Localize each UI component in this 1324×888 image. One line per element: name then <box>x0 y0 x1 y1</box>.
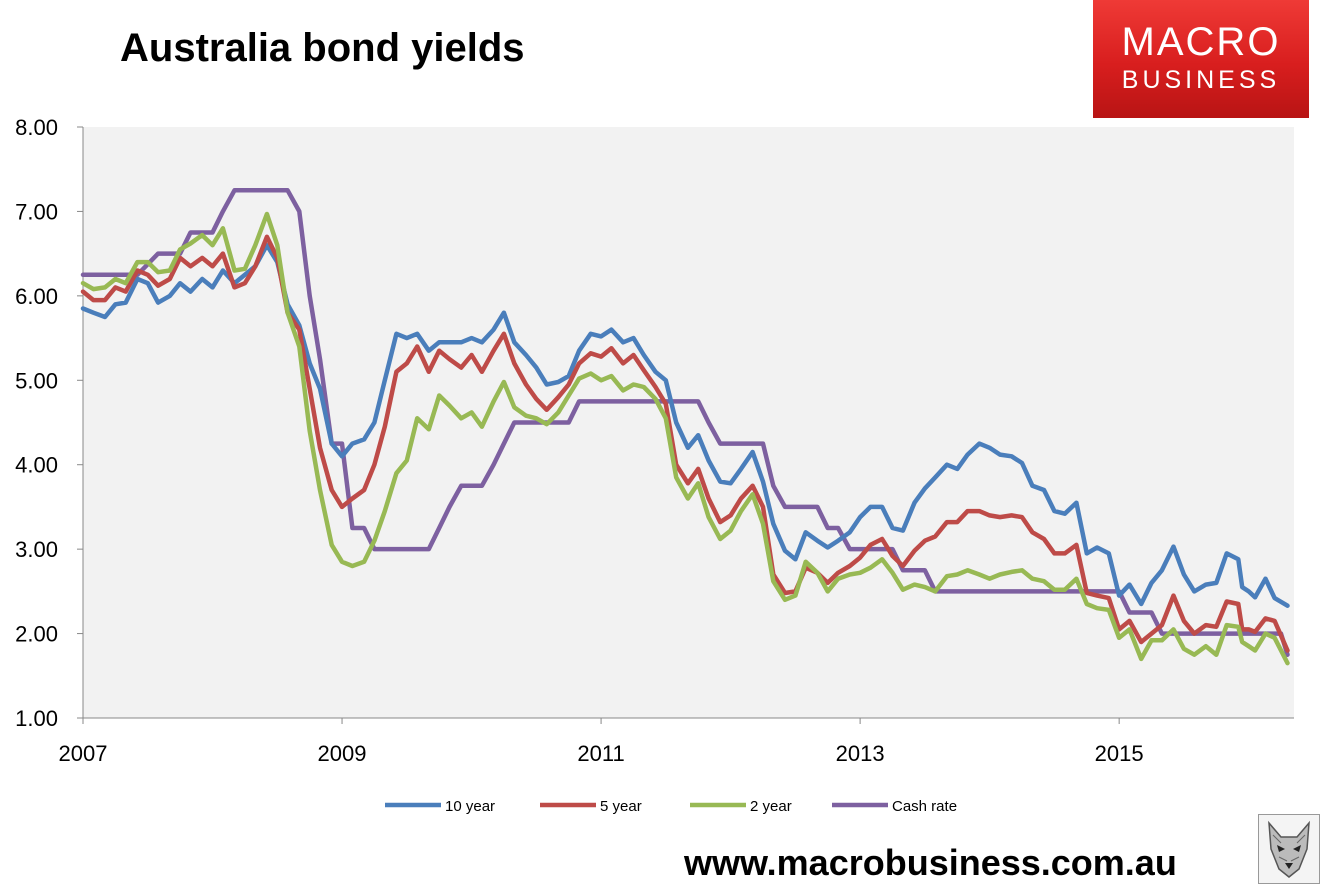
plot-area <box>83 127 1294 718</box>
y-tick-label: 6.00 <box>15 284 58 309</box>
x-tick-label: 2015 <box>1095 741 1144 766</box>
logo-line1: MACRO <box>1121 20 1281 64</box>
series-line-2-year <box>80 211 1290 666</box>
y-tick-label: 5.00 <box>15 368 58 393</box>
x-tick-label: 2011 <box>577 741 624 766</box>
chart-title: Australia bond yields <box>120 26 525 70</box>
wolf-mascot-icon <box>1258 814 1320 884</box>
legend-item-5-year: 5 year <box>540 798 642 815</box>
y-tick-label: 7.00 <box>15 199 58 224</box>
x-tick-label: 2009 <box>318 741 367 766</box>
y-tick-label: 3.00 <box>15 537 58 562</box>
legend-label: Cash rate <box>892 798 957 815</box>
legend-item-10-year: 10 year <box>385 798 495 815</box>
logo-line2: BUSINESS <box>1121 66 1281 94</box>
website-url: www.macrobusiness.com.au <box>684 842 1177 883</box>
x-tick-label: 2013 <box>836 741 885 766</box>
x-tick-label: 2007 <box>59 741 108 766</box>
y-tick-label: 8.00 <box>15 115 58 140</box>
legend-label: 5 year <box>600 798 642 815</box>
legend-label: 2 year <box>750 798 792 815</box>
macrobusiness-logo: MACRO BUSINESS <box>1093 0 1309 118</box>
legend-item-2-year: 2 year <box>690 798 792 815</box>
legend-item-cash-rate: Cash rate <box>832 798 957 815</box>
series-line-cash-rate <box>80 188 1290 657</box>
y-tick-label: 2.00 <box>15 622 58 647</box>
y-tick-label: 1.00 <box>15 706 58 731</box>
y-tick-label: 4.00 <box>15 453 58 478</box>
legend-label: 10 year <box>445 798 495 815</box>
